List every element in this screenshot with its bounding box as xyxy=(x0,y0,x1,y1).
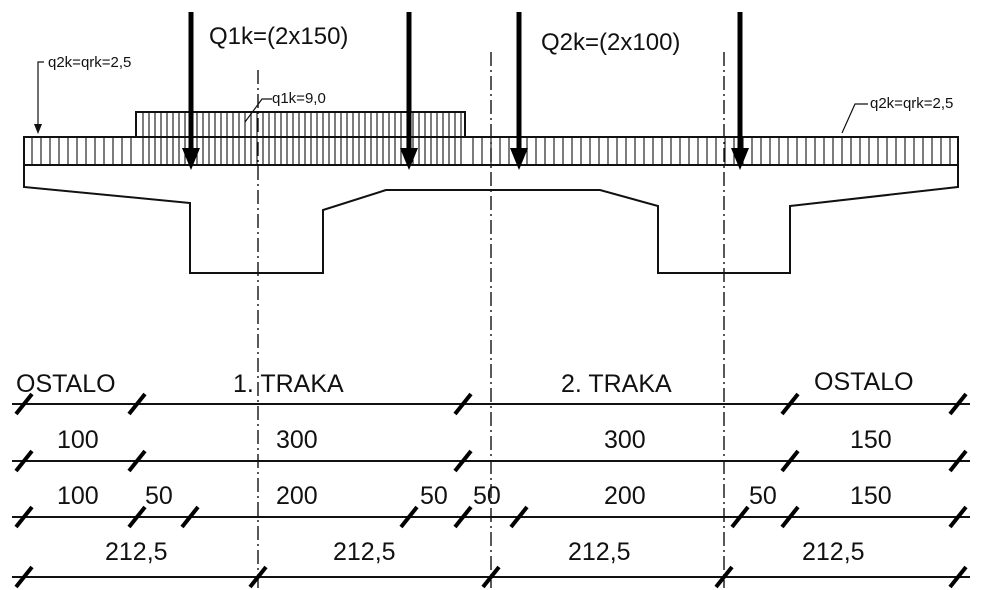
dim-label: 100 xyxy=(57,482,99,510)
dim-label: 300 xyxy=(604,426,646,454)
dim-label: 50 xyxy=(473,482,501,510)
load-leader-lines xyxy=(34,61,868,134)
load-arrow-Q2k-right xyxy=(731,12,749,170)
dim-label: 212,5 xyxy=(568,538,631,566)
q1k-label: q1k=9,0 xyxy=(272,90,326,107)
dimension-tick xyxy=(14,392,34,416)
dimension-tick xyxy=(780,449,800,473)
Q2k-label: Q2k=(2x100) xyxy=(541,29,680,56)
dimension-tick xyxy=(481,565,501,589)
dimension-tick xyxy=(714,565,734,589)
dimension-tick xyxy=(127,449,147,473)
dimension-tick xyxy=(948,505,968,529)
Q1k-label: Q1k=(2x150) xyxy=(209,23,348,50)
dim-label: 212,5 xyxy=(802,538,865,566)
dim-label: 200 xyxy=(604,482,646,510)
zone-label-ostalo-left: OSTALO xyxy=(16,370,116,398)
dimension-row-wheel-positions: 100 50 200 50 50 200 50 150 xyxy=(57,482,892,510)
dimension-lines xyxy=(12,403,970,578)
dimension-tick xyxy=(127,505,147,529)
dimension-tick xyxy=(180,505,200,529)
dimension-tick xyxy=(453,505,473,529)
load-arrow-Q1k-right xyxy=(400,12,418,170)
dimension-tick xyxy=(509,505,529,529)
dim-label: 150 xyxy=(850,426,892,454)
dimension-tick xyxy=(14,565,34,589)
dim-label: 200 xyxy=(276,482,318,510)
dimension-ticks xyxy=(14,392,968,589)
zone-label-ostalo-right: OSTALO xyxy=(814,368,914,396)
dimension-tick xyxy=(248,565,268,589)
load-arrow-Q2k-left xyxy=(510,12,528,170)
dimension-tick xyxy=(780,392,800,416)
dim-label: 300 xyxy=(276,426,318,454)
dim-label: 50 xyxy=(420,482,448,510)
dim-label: 212,5 xyxy=(333,538,396,566)
dimension-tick xyxy=(948,449,968,473)
dimension-tick xyxy=(948,565,968,589)
dimension-row-quarters: 212,5 212,5 212,5 212,5 xyxy=(105,538,865,566)
uniform-load-q2k-hatching xyxy=(31,137,951,165)
dimension-tick xyxy=(127,392,147,416)
dimension-tick xyxy=(453,392,473,416)
q1k-load-block-outline xyxy=(135,111,466,137)
dimension-tick xyxy=(730,505,750,529)
q2k-left-label: q2k=qrk=2,5 xyxy=(48,54,131,71)
dimension-tick xyxy=(948,392,968,416)
dimension-tick xyxy=(780,505,800,529)
dim-label: 50 xyxy=(749,482,777,510)
dimension-tick xyxy=(14,505,34,529)
dimension-tick xyxy=(453,449,473,473)
zone-label-lane-2: 2. TRAKA xyxy=(561,370,672,398)
dim-label: 100 xyxy=(57,426,99,454)
dim-label: 150 xyxy=(850,482,892,510)
load-arrow-Q1k-left xyxy=(182,12,200,170)
axle-load-arrows xyxy=(182,12,749,170)
dim-label: 212,5 xyxy=(105,538,168,566)
dim-label: 50 xyxy=(145,482,173,510)
q2k-right-label: q2k=qrk=2,5 xyxy=(870,95,953,112)
dimension-tick xyxy=(399,505,419,529)
dimension-tick xyxy=(14,449,34,473)
zone-label-lane-1: 1. TRAKA xyxy=(233,370,344,398)
bridge-deck-section xyxy=(23,165,959,274)
dimension-row-zones: OSTALO 1. TRAKA 2. TRAKA OSTALO xyxy=(16,368,914,398)
dimension-row-widths: 100 300 300 150 xyxy=(57,426,892,454)
